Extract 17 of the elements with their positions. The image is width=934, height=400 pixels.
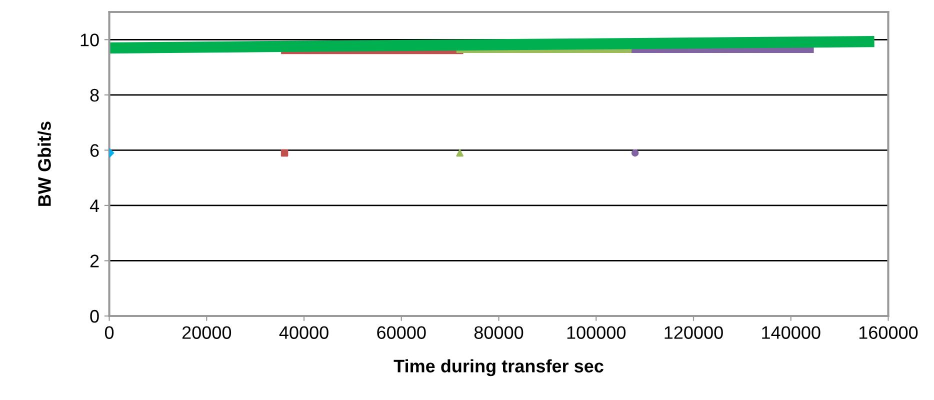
y-tick-label: 4 — [90, 200, 100, 212]
x-tick-label: 0 — [104, 326, 114, 339]
x-tick-label: 160000 — [859, 326, 918, 339]
y-tick-label: 6 — [90, 144, 99, 157]
y-tick-label: 2 — [90, 254, 99, 268]
y-tick-label: 0 — [90, 310, 99, 323]
y-tick-label: 8 — [90, 88, 99, 102]
y-tick-label: 10 — [80, 34, 99, 46]
x-axis-title: Time during transfer sec — [394, 359, 604, 376]
x-tick-label: 80000 — [474, 326, 524, 339]
x-tick-label: 60000 — [377, 326, 426, 339]
y-axis-title: BW Gbit/s — [38, 122, 52, 206]
x-tick-label: 20000 — [182, 326, 232, 339]
x-tick-label: 140000 — [762, 326, 820, 339]
x-tick-label: 100000 — [567, 326, 626, 339]
x-tick-label: 40000 — [279, 326, 328, 339]
x-tick-label: 120000 — [664, 326, 723, 339]
